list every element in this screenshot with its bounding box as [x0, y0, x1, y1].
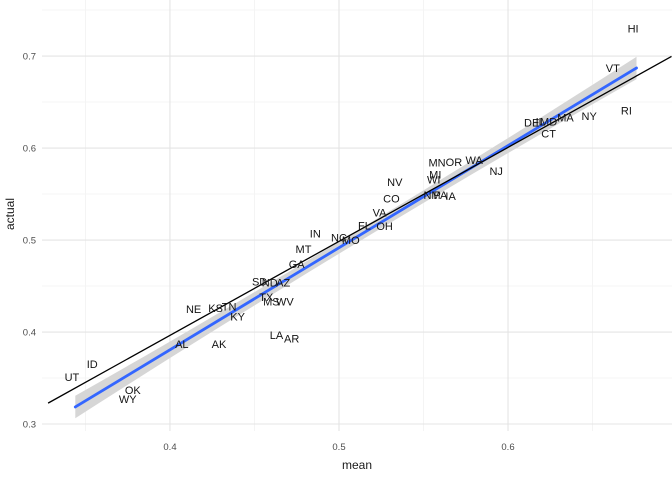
identity-line	[47, 55, 672, 404]
x-tick-label: 0.5	[332, 442, 345, 453]
grid-minor	[42, 0, 672, 431]
x-tick-label: 0.6	[501, 442, 514, 453]
state-label-al: AL	[175, 339, 188, 351]
state-label-la: LA	[270, 330, 284, 342]
state-label-pa: PA	[433, 190, 448, 202]
state-label-ct: CT	[541, 128, 556, 140]
state-label-or: OR	[446, 157, 463, 169]
identity-line-path	[47, 55, 672, 404]
y-tick-label: 0.7	[23, 52, 36, 63]
state-label-md: MD	[540, 116, 557, 128]
y-tick-label: 0.3	[23, 420, 36, 431]
state-label-tn: TN	[222, 301, 237, 313]
state-label-vt: VT	[606, 63, 620, 75]
state-label-sd: SD	[252, 276, 267, 288]
x-tick-label: 0.4	[163, 442, 176, 453]
state-label-tx: TX	[259, 292, 274, 304]
state-label-nj: NJ	[489, 166, 502, 178]
state-label-ut: UT	[65, 372, 80, 384]
state-label-ak: AK	[212, 339, 227, 351]
y-tick-label: 0.5	[23, 236, 36, 247]
state-label-va: VA	[373, 207, 388, 219]
state-label-ia: IA	[445, 191, 456, 203]
state-label-ks: KS	[208, 303, 223, 315]
state-label-ga: GA	[289, 259, 306, 271]
state-label-ne: NE	[186, 304, 201, 316]
state-label-ms: MS	[263, 297, 280, 309]
state-label-id: ID	[87, 359, 98, 371]
state-label-wv: WV	[276, 297, 294, 309]
state-label-oh: OH	[376, 221, 393, 233]
grid-major	[42, 0, 672, 431]
state-label-nm: NM	[423, 190, 440, 202]
state-label-hi: HI	[628, 23, 639, 35]
state-label-nc: NC	[331, 232, 347, 244]
state-label-mn: MN	[428, 158, 445, 170]
state-label-in: IN	[310, 229, 321, 241]
state-label-il: IL	[536, 116, 545, 128]
state-label-mi: MI	[429, 170, 441, 182]
x-axis-tick-labels: 0.4 0.5 0.6	[163, 442, 514, 453]
state-label-ar: AR	[284, 334, 299, 346]
regression-line-path	[73, 66, 638, 409]
regression-line	[73, 66, 638, 409]
state-label-wi: WI	[427, 174, 440, 186]
state-label-ri: RI	[621, 105, 632, 117]
y-axis-tick-labels: 0.3 0.4 0.5 0.6 0.7	[23, 52, 36, 431]
state-label-ma: MA	[557, 113, 574, 125]
state-label-ok: OK	[125, 385, 142, 397]
state-label-wy: WY	[119, 394, 137, 406]
y-tick-label: 0.6	[23, 144, 36, 155]
x-axis-title: mean	[342, 458, 372, 472]
state-label-az: AZ	[276, 277, 290, 289]
state-label-nd: ND	[262, 277, 278, 289]
state-label-ny: NY	[582, 111, 598, 123]
state-label-nv: NV	[387, 177, 403, 189]
state-label-fl: FL	[358, 220, 371, 232]
state-label-ky: KY	[230, 311, 245, 323]
state-label-wa: WA	[466, 155, 484, 167]
state-label-mo: MO	[342, 235, 360, 247]
y-axis-title: actual	[3, 198, 17, 230]
state-label-co: CO	[383, 194, 400, 206]
state-label-mt: MT	[296, 244, 312, 256]
state-label-de: DE	[524, 117, 539, 129]
y-tick-label: 0.4	[23, 328, 36, 339]
